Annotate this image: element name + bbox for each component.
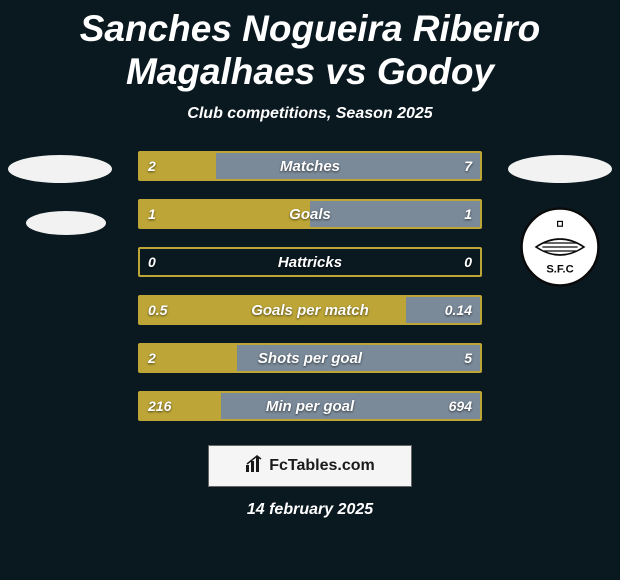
right-placeholder-1 [508,155,612,183]
chart-icon [245,455,263,478]
comparison-content: S.F.C Matches27Goals11Hattricks00Goals p… [0,151,620,421]
stat-label: Min per goal [140,393,480,419]
stat-label: Shots per goal [140,345,480,371]
stat-label: Matches [140,153,480,179]
stat-row: Goals1 1 [138,199,482,229]
stat-value-left: 2 [140,153,164,179]
stat-label: Goals [140,201,480,227]
stat-value-left: 0 [140,249,164,275]
stat-row: Min per goal216 694 [138,391,482,421]
stat-value-right: 1 [456,201,480,227]
stat-label: Hattricks [140,249,480,275]
stat-value-right: 0.14 [437,297,480,323]
stat-value-left: 0.5 [140,297,175,323]
stat-row: Hattricks0 0 [138,247,482,277]
stat-value-right: 7 [456,153,480,179]
stat-value-left: 216 [140,393,179,419]
stat-value-right: 5 [456,345,480,371]
crest-letters: S.F.C [546,264,573,276]
stat-row: Goals per match0.5 0.14 [138,295,482,325]
brand-box[interactable]: FcTables.com [208,445,412,487]
subtitle: Club competitions, Season 2025 [0,105,620,123]
stat-value-right: 0 [456,249,480,275]
left-placeholder-1 [8,155,112,183]
stat-row: Matches2 7 [138,151,482,181]
date-label: 14 february 2025 [0,501,620,519]
page-title: Sanches Nogueira Ribeiro Magalhaes vs Go… [0,0,620,93]
club-crest: S.F.C [520,207,600,287]
left-placeholder-2 [26,211,106,235]
stat-row: Shots per goal2 5 [138,343,482,373]
stat-value-left: 1 [140,201,164,227]
stat-value-right: 694 [441,393,480,419]
brand-text: FcTables.com [269,457,375,475]
stat-value-left: 2 [140,345,164,371]
stat-label: Goals per match [140,297,480,323]
stat-bars: Matches27Goals11Hattricks00Goals per mat… [138,151,482,421]
